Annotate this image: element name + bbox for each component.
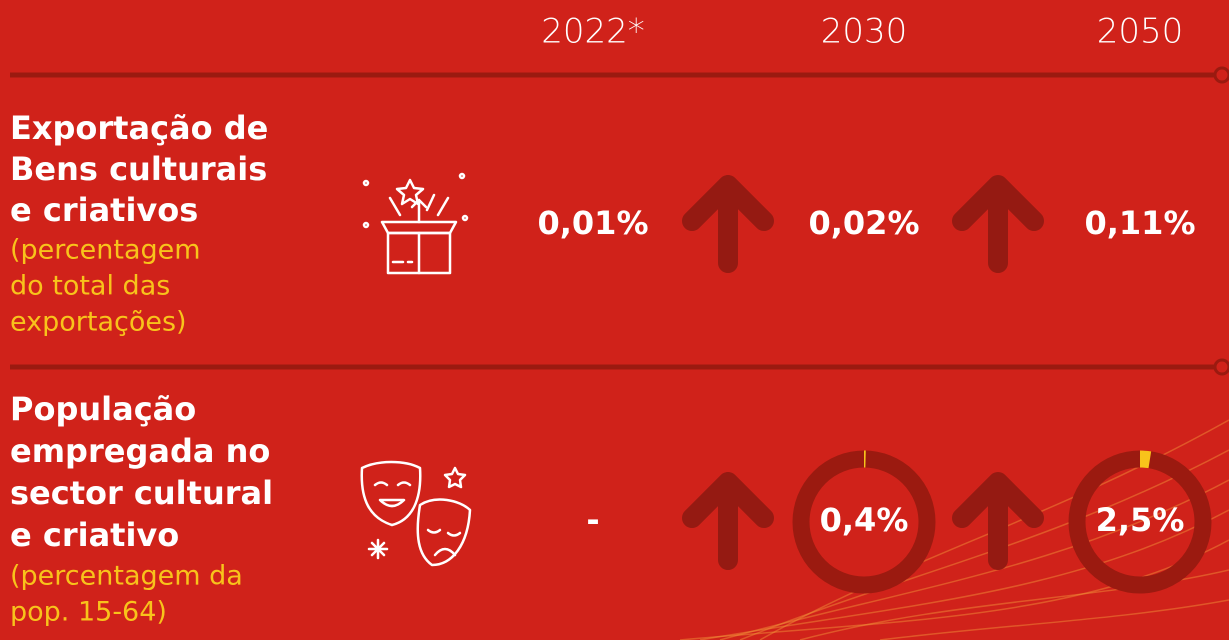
cell-value: 0,4% [820,501,909,539]
column-header: 2030 [821,12,908,52]
row-title: População [10,390,196,428]
row-title: sector cultural [10,474,273,512]
cell-value: - [586,501,599,539]
row-dividers [10,66,1229,376]
trend-arrow [682,175,774,273]
row-title: Bens culturais [10,150,267,188]
background-waves [679,419,1229,640]
trend-arrow [682,472,774,570]
ring-arc [792,450,936,594]
row-subtitle: (percentagem [10,235,201,266]
row-title: Exportação de [10,109,268,147]
trend-arrow [952,472,1044,570]
masks-icon [360,460,472,567]
row-subtitle: do total das [10,271,170,302]
column-header: 2022* [541,12,645,52]
row-subtitle: pop. 15-64) [10,597,167,628]
row-subtitle: (percentagem da [10,561,243,592]
gift-icon [362,172,469,275]
row-subtitle: exportações) [10,307,187,338]
row-title: empregada no [10,432,270,470]
trend-arrow [952,175,1044,273]
row-title: e criativo [10,516,179,554]
column-header: 2050 [1097,12,1184,52]
cell-value: 0,11% [1084,204,1195,242]
cell-value: 2,5% [1096,501,1185,539]
cell-value: 0,02% [808,204,919,242]
cell-value: 0,01% [537,204,648,242]
ring-arc [1068,450,1212,594]
row-title: e criativos [10,191,198,229]
